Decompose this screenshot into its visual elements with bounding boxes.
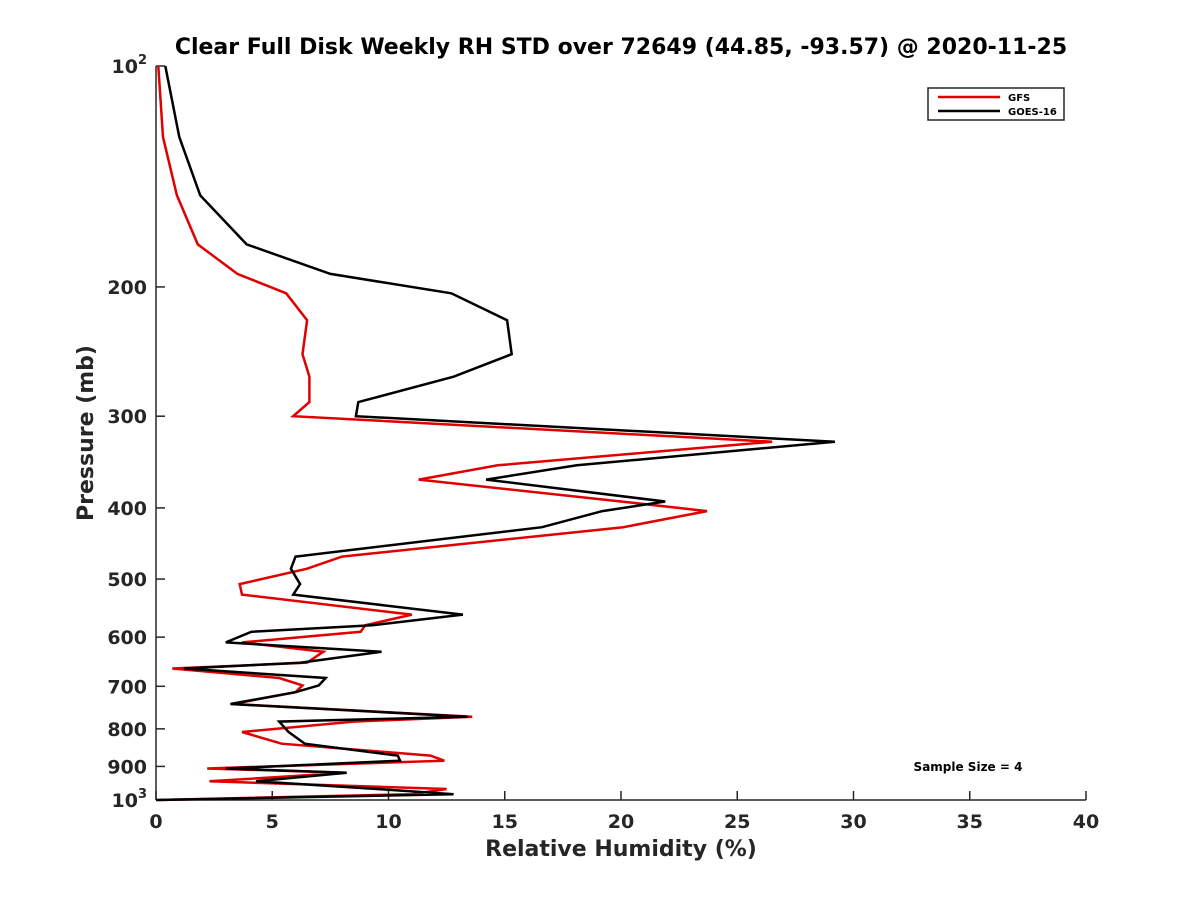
x-tick-label: 15 xyxy=(492,811,518,833)
x-tick-label: 25 xyxy=(724,811,750,833)
y-tick-label: 400 xyxy=(107,498,147,520)
x-tick-label: 35 xyxy=(957,811,983,833)
y-ticks: 102 200 300 400 500 600 700 800 900 103 xyxy=(107,53,165,812)
y-tick-label: 700 xyxy=(107,676,147,698)
x-ticks: 0 5 10 15 20 25 30 35 40 xyxy=(149,791,1099,833)
y-tick-label: 800 xyxy=(107,719,147,741)
x-tick-label: 20 xyxy=(608,811,634,833)
x-axis-label: Relative Humidity (%) xyxy=(485,837,757,862)
series-lines xyxy=(155,65,836,802)
y-tick-label: 103 xyxy=(112,787,148,812)
legend-label-gfs: GFS xyxy=(1008,93,1030,104)
chart-title: Clear Full Disk Weekly RH STD over 72649… xyxy=(175,35,1067,60)
series-line-goes16 xyxy=(155,65,836,802)
x-tick-label: 10 xyxy=(375,811,401,833)
x-tick-label: 40 xyxy=(1073,811,1099,833)
y-tick-label: 102 xyxy=(112,53,148,78)
x-tick-label: 0 xyxy=(149,811,162,833)
y-tick-label: 300 xyxy=(107,406,147,428)
y-tick-label: 200 xyxy=(107,277,147,299)
y-tick-label: 600 xyxy=(107,627,147,649)
legend: GFS GOES-16 xyxy=(927,87,1065,121)
y-axis-label: Pressure (mb) xyxy=(74,345,99,521)
y-tick-label: 500 xyxy=(107,569,147,591)
legend-box xyxy=(927,87,1065,121)
sample-size-annotation: Sample Size = 4 xyxy=(914,760,1023,774)
y-tick-label: 900 xyxy=(107,756,147,778)
series-line-gfs xyxy=(157,65,773,802)
legend-label-goes16: GOES-16 xyxy=(1008,107,1057,118)
x-tick-label: 30 xyxy=(840,811,866,833)
x-tick-label: 5 xyxy=(266,811,279,833)
